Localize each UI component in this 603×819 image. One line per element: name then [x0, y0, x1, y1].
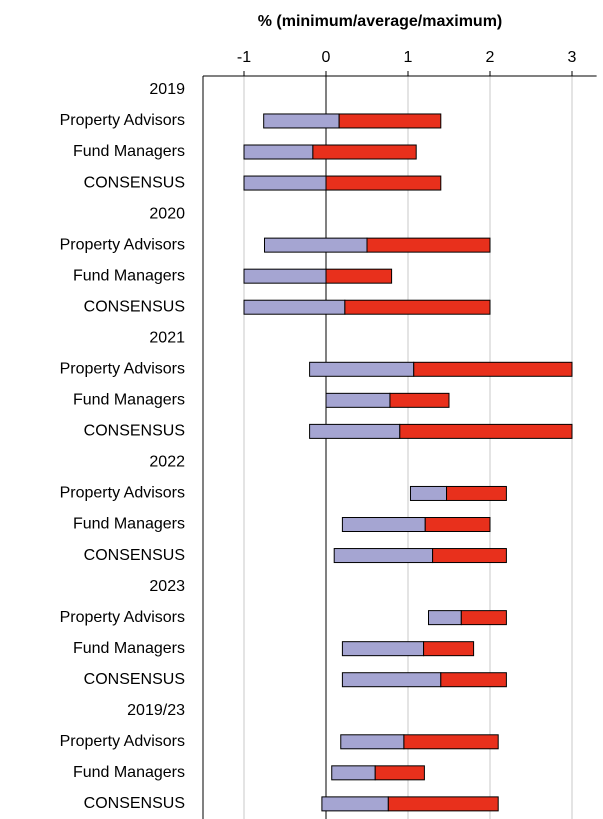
y-tick-label: 2021 [149, 329, 185, 346]
range-low [263, 113, 340, 129]
range-low [309, 361, 415, 377]
x-tick-label: 0 [322, 49, 331, 66]
range-high [312, 144, 417, 160]
range-low [340, 734, 405, 750]
y-tick-label: Fund Managers [73, 267, 185, 284]
y-tick-label: Fund Managers [73, 143, 185, 160]
range-high [460, 610, 507, 626]
range-high [374, 765, 425, 781]
chart-title: % (minimum/average/maximum) [258, 13, 503, 30]
range-high [344, 299, 491, 315]
range-low [333, 548, 434, 564]
range-high [399, 423, 573, 439]
range-low [243, 175, 327, 191]
y-tick-label: 2019 [149, 81, 185, 98]
y-tick-label: CONSENSUS [84, 671, 185, 688]
range-low [341, 641, 425, 657]
y-tick-label: CONSENSUS [84, 423, 185, 440]
range-high [387, 796, 499, 812]
range-high [389, 392, 450, 408]
y-tick-label: Fund Managers [73, 516, 185, 533]
range-high [366, 237, 491, 253]
range-high [338, 113, 442, 129]
y-tick-label: CONSENSUS [84, 547, 185, 564]
y-tick-label: Fund Managers [73, 764, 185, 781]
range-high [403, 734, 499, 750]
y-tick-label: 2020 [149, 205, 185, 222]
y-tick-label: 2023 [149, 578, 185, 595]
range-low [309, 423, 401, 439]
range-high [423, 641, 475, 657]
y-tick-label: Property Advisors [60, 112, 185, 129]
range-high [446, 485, 507, 501]
range-high [440, 672, 507, 688]
range-low [325, 392, 391, 408]
range-low [264, 237, 368, 253]
y-tick-label: Property Advisors [60, 236, 185, 253]
y-tick-label: Property Advisors [60, 609, 185, 626]
y-tick-label: Property Advisors [60, 361, 185, 378]
y-tick-label: CONSENSUS [84, 795, 185, 812]
range-low [331, 765, 376, 781]
y-tick-label: 2019/23 [127, 702, 185, 719]
y-tick-label: Fund Managers [73, 640, 185, 657]
range-high [424, 517, 491, 533]
range-low [409, 485, 448, 501]
x-tick-label: 3 [568, 49, 577, 66]
range-high [325, 175, 442, 191]
y-tick-label: CONSENSUS [84, 174, 185, 191]
range-high [432, 548, 507, 564]
range-low [243, 268, 327, 284]
range-high [413, 361, 573, 377]
range-low [428, 610, 462, 626]
range-low [321, 796, 389, 812]
range-low [341, 517, 426, 533]
x-tick-label: 2 [486, 49, 495, 66]
range-high [325, 268, 393, 284]
y-tick-label: Property Advisors [60, 485, 185, 502]
range-low [243, 299, 346, 315]
x-tick-label: 1 [404, 49, 413, 66]
y-tick-label: CONSENSUS [84, 298, 185, 315]
y-tick-label: 2022 [149, 454, 185, 471]
range-low [243, 144, 314, 160]
x-tick-label: -1 [237, 49, 251, 66]
y-tick-label: Property Advisors [60, 733, 185, 750]
y-tick-label: Fund Managers [73, 392, 185, 409]
range-low [341, 672, 442, 688]
